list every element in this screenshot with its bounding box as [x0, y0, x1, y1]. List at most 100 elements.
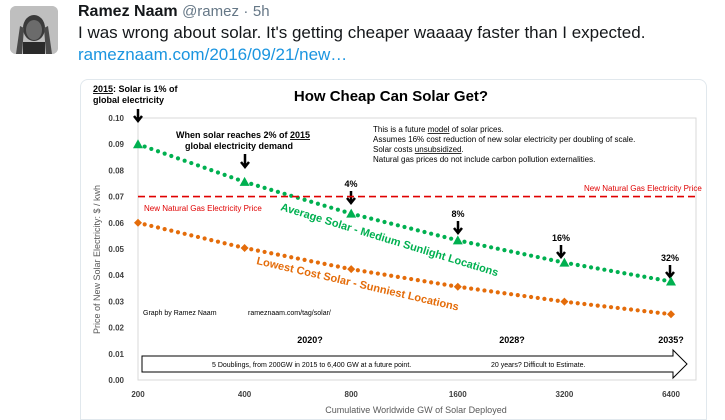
series-dot	[269, 251, 274, 256]
series-dot	[402, 275, 407, 281]
y-tick-label: 0.03	[108, 297, 124, 306]
series-dot	[309, 199, 314, 204]
data-point-lowest	[453, 282, 462, 291]
author-handle[interactable]: @ramez	[182, 3, 239, 20]
annotation-pct-8: 8%	[451, 209, 464, 219]
series-dot	[209, 168, 214, 173]
lowest-solar-label: Lowest Cost Solar - Sunniest Locations	[255, 255, 460, 313]
note-line-2: Assumes 16% cost reduction of new solar …	[373, 135, 635, 144]
series-dot	[655, 277, 660, 282]
series-dot	[628, 272, 634, 277]
tweet-link[interactable]: rameznaam.com/2016/09/21/new…	[78, 45, 348, 64]
note-line-3-unsubsidized: unsubsidized	[415, 145, 462, 154]
series-dot	[222, 172, 227, 177]
doublings-arrow-icon	[141, 348, 688, 380]
note-line-1-model: model	[428, 125, 450, 134]
series-dot	[249, 181, 254, 187]
series-dot	[302, 257, 307, 262]
series-dot	[369, 270, 374, 275]
series-dot	[535, 295, 540, 301]
series-dot	[275, 189, 281, 194]
series-dot	[588, 265, 594, 270]
series-dot	[555, 259, 560, 264]
series-dot	[662, 278, 667, 283]
series-dot	[422, 229, 427, 235]
series-dot	[329, 205, 334, 210]
y-tick-label: 0.09	[108, 140, 124, 149]
series-dot	[475, 242, 480, 247]
series-dot	[342, 209, 347, 214]
series-dot	[442, 282, 447, 287]
series-dot	[462, 285, 467, 290]
series-dot	[342, 265, 347, 270]
data-point-lowest	[240, 243, 249, 252]
series-dot	[189, 233, 194, 238]
series-dot	[269, 187, 274, 192]
series-dot	[635, 273, 640, 278]
series-dot	[489, 245, 494, 250]
series-dot	[462, 239, 467, 244]
series-dot	[509, 249, 514, 254]
series-dot	[422, 279, 427, 284]
annotation-start-year: 2015	[93, 84, 113, 94]
series-dot	[149, 223, 154, 229]
series-dot	[362, 214, 367, 220]
series-dot	[568, 261, 574, 266]
series-dot	[409, 276, 414, 282]
x-tick-label: 3200	[556, 390, 574, 399]
series-dot	[435, 233, 440, 238]
series-dot	[202, 236, 207, 241]
series-dot	[155, 225, 161, 230]
note-line-3-suffix: .	[462, 145, 464, 154]
series-dot	[449, 236, 454, 241]
annotation-pct-16: 16%	[552, 233, 570, 243]
data-point-average	[452, 235, 463, 245]
series-dot	[475, 287, 480, 292]
series-dot	[622, 306, 627, 311]
data-point-average	[133, 139, 143, 149]
series-dot	[642, 274, 647, 279]
series-dot	[235, 244, 241, 249]
series-dot	[389, 221, 394, 226]
series-dot	[582, 301, 587, 307]
series-dot	[142, 222, 147, 227]
series-dot	[595, 303, 600, 308]
tweet-timestamp[interactable]: 5h	[252, 3, 270, 20]
years-estimate-text: 20 years? Difficult to Estimate.	[491, 362, 585, 369]
series-dot	[362, 269, 367, 274]
gas-label-left: New Natural Gas Electricity Price	[144, 204, 262, 213]
x-tick-label: 800	[345, 390, 359, 399]
series-dot	[469, 286, 474, 291]
tweet-media-chart[interactable]: How Cheap Can Solar Get? 2015: Solar is …	[80, 79, 707, 420]
x-tick-label: 1600	[449, 390, 467, 399]
series-dot	[555, 298, 560, 303]
series-dot	[469, 241, 474, 246]
tweet-text: I was wrong about solar. It's getting ch…	[78, 23, 646, 42]
series-dot	[642, 308, 647, 314]
chart-title: How Cheap Can Solar Get?	[294, 88, 488, 105]
data-point-lowest	[347, 265, 356, 274]
series-dot	[482, 288, 487, 293]
annotation-start-line2: global electricity	[93, 95, 164, 105]
series-dot	[182, 231, 187, 236]
series-dot	[335, 264, 340, 269]
y-tick-label: 0.04	[108, 271, 124, 280]
series-dot	[315, 260, 320, 265]
arrow-start-icon	[133, 109, 143, 124]
series-dot	[235, 177, 241, 182]
avatar[interactable]	[10, 6, 58, 54]
series-dot	[175, 156, 181, 161]
arrow-pct-32-icon	[665, 265, 675, 280]
annotation-two-pct-year: 2015	[290, 130, 310, 140]
series-dot	[615, 269, 620, 275]
data-point-average	[559, 257, 570, 267]
series-dot	[628, 307, 634, 312]
series-dot	[435, 281, 440, 286]
doublings-text: 5 Doublings, from 200GW in 2015 to 6,400…	[212, 362, 411, 369]
x-tick-label: 400	[238, 390, 252, 399]
author-name[interactable]: Ramez Naam	[78, 3, 178, 20]
y-tick-label: 0.06	[108, 219, 124, 228]
data-point-lowest	[134, 218, 142, 227]
series-dot	[202, 165, 207, 170]
series-dot	[528, 294, 534, 300]
